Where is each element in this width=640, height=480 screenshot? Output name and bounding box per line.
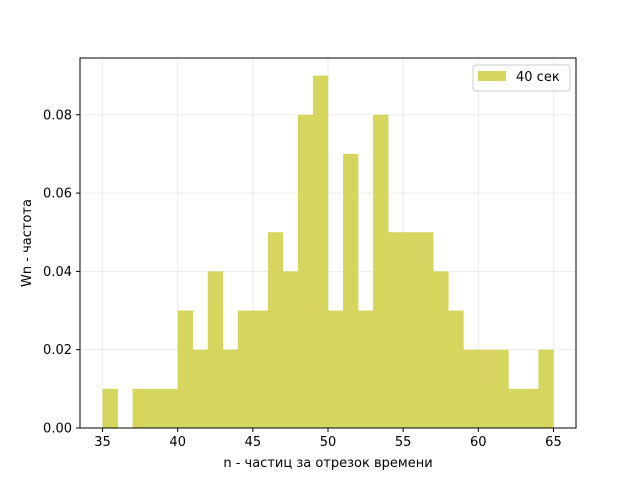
x-tick-label-4: 55 (395, 435, 412, 450)
x-tick-label-3: 50 (320, 435, 337, 450)
x-tick-label-1: 40 (169, 435, 186, 450)
histogram-bar-9 (237, 310, 254, 428)
histogram-bar-22 (433, 271, 449, 428)
histogram-bar-29 (538, 349, 554, 428)
histogram-bar-2 (132, 388, 148, 428)
histogram-bar-15 (328, 310, 344, 428)
histogram-bar-13 (297, 114, 314, 428)
y-tick-label-1: 0.02 (43, 343, 72, 358)
x-tick-label-6: 65 (545, 435, 562, 450)
y-axis-label: Wn - частота (20, 199, 35, 287)
histogram-bar-7 (207, 271, 224, 428)
legend: 40 сек (472, 64, 571, 92)
histogram-bar-0 (102, 388, 118, 428)
histogram-bar-16 (343, 153, 359, 429)
histogram-bar-25 (478, 349, 494, 428)
y-tick-label-4: 0.08 (43, 108, 72, 123)
histogram-bar-14 (312, 75, 329, 428)
histogram-bar-11 (267, 232, 284, 428)
histogram-bar-24 (463, 349, 479, 428)
x-axis-label: n - частиц за отрезок времени (223, 456, 432, 471)
legend-label: 40 сек (516, 70, 560, 85)
histogram-bar-21 (418, 232, 434, 428)
histogram-bar-17 (358, 310, 374, 428)
histogram-bar-5 (177, 310, 194, 428)
x-tick-label-2: 45 (245, 435, 262, 450)
histogram-bar-6 (192, 349, 209, 428)
histogram-bar-23 (448, 310, 464, 428)
histogram-bar-12 (282, 271, 299, 428)
histogram-bar-26 (493, 349, 509, 428)
x-tick-label-0: 35 (94, 435, 111, 450)
histogram-bar-20 (403, 232, 419, 428)
histogram-bar-19 (388, 232, 404, 428)
histogram-bars (102, 75, 554, 429)
legend-swatch (478, 71, 506, 81)
histogram-bar-27 (508, 388, 524, 428)
histogram-bar-8 (222, 349, 239, 428)
histogram-bar-3 (147, 388, 163, 428)
histogram-bar-10 (252, 310, 269, 428)
y-axis-ticks: 0.00 0.02 0.04 0.06 0.08 (43, 108, 80, 437)
y-tick-label-2: 0.04 (43, 265, 72, 280)
x-tick-label-5: 60 (470, 435, 487, 450)
histogram-bar-28 (523, 388, 539, 428)
histogram-bar-4 (162, 388, 178, 428)
y-tick-label-3: 0.06 (43, 187, 72, 202)
histogram-bar-18 (373, 114, 389, 428)
y-tick-label-0: 0.00 (43, 422, 72, 437)
x-axis-ticks: 35 40 45 50 55 60 65 (94, 428, 562, 450)
